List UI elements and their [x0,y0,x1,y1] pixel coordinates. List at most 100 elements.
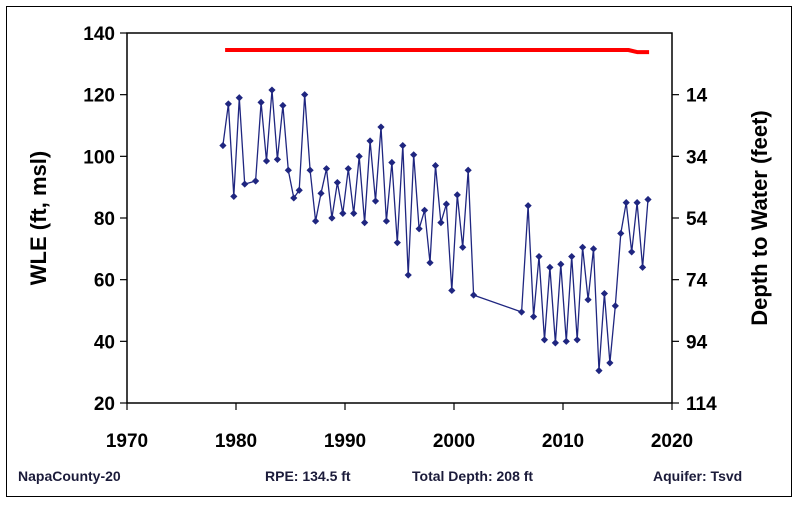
water-level-point [219,141,227,150]
rpe-label: RPE: 134.5 ft [265,468,351,484]
water-level-point [252,177,260,185]
water-level-point [355,152,363,160]
water-level-point [279,101,287,110]
water-level-point [431,161,440,170]
water-level-point [644,195,652,204]
water-level-point [622,198,630,207]
plot-area [126,32,673,404]
y2-tick-label: 114 [686,394,717,415]
water-level-point [382,217,391,225]
water-level-point [257,98,265,106]
water-level-point [600,289,609,298]
water-level-point [426,259,434,267]
water-level-point [633,198,641,207]
y-tick-label: 100 [83,147,115,168]
water-level-point [459,243,467,251]
water-level-point [224,100,232,108]
water-level-point [388,158,396,167]
water-level-point [638,263,647,271]
water-level-point [568,252,576,261]
y-tick-label: 20 [94,394,115,415]
water-level-point [284,166,292,174]
water-level-point [562,337,570,345]
water-level-point [584,296,592,304]
y2-tick-label: 34 [686,147,708,168]
y-tick-label: 60 [94,271,115,292]
water-level-point [540,336,549,344]
water-level-point [377,123,385,131]
water-level-point [322,165,331,173]
water-level-point [611,302,619,310]
water-level-point [404,271,412,279]
water-level-point [333,178,341,187]
water-level-point [589,245,598,253]
water-level-point [399,141,407,150]
label-layer: 1970 1980 1990 2000 2010 20202040608010012014… [83,24,717,452]
y-tick-label: 140 [83,24,115,45]
water-level-point [361,219,369,227]
y2-tick-label: 54 [686,209,708,230]
x-tick-label: 2000 [433,431,475,452]
water-level-point [524,202,532,210]
water-level-point [230,192,238,201]
x-tick-label: 1990 [324,431,366,452]
water-level-point [453,191,461,199]
series-layer [219,48,652,375]
water-level-point [295,186,303,194]
water-level-point [442,200,450,208]
water-level-point [420,206,429,214]
water-level-point [595,367,603,375]
water-level-point [290,194,298,202]
water-level-point [551,339,559,347]
water-level-point [268,86,276,94]
water-level-line [222,89,649,372]
water-level-point [262,157,271,165]
water-level-point [306,166,314,174]
water-level-point [617,229,625,238]
x-tick-label: 1970 [106,431,148,452]
water-level-point [350,209,358,217]
y-axis-label: WLE (ft, msl) [26,151,51,285]
y-tick-label: 40 [94,332,115,353]
water-level-point [366,137,374,145]
water-level-point [241,180,249,188]
water-level-point [448,286,456,295]
water-level-point [273,155,282,164]
water-level-point [437,219,445,227]
water-level-point [344,165,352,173]
water-level-point [546,263,554,271]
water-level-point [371,197,380,205]
y-tick-label: 120 [83,86,115,107]
chart-frame [6,6,792,497]
y2-axis-label: Depth to Water (feet) [747,110,772,326]
water-level-point [535,252,543,261]
water-level-point [393,239,401,247]
water-level-point [317,189,325,197]
water-level-point [606,359,614,367]
x-tick-label: 2010 [542,431,584,452]
water-level-point [517,308,526,316]
total-depth-label: Total Depth: 208 ft [412,468,534,484]
water-level-point [557,260,565,268]
water-level-point [573,336,581,344]
water-level-point [470,291,478,299]
water-level-point [415,225,423,233]
y2-tick-label: 74 [686,271,708,292]
x-tick-label: 2020 [651,431,693,452]
y2-tick-label: 14 [686,86,708,107]
y-tick-label: 80 [94,209,115,230]
water-level-point [529,313,538,321]
water-level-point [410,151,418,159]
water-level-point [628,248,636,256]
well-id-label: NapaCounty-20 [18,468,121,484]
water-level-point [464,166,472,174]
water-level-point [339,209,347,217]
water-level-point [579,243,587,251]
reference-point-elevation-line [225,48,650,55]
x-tick-label: 1980 [215,431,257,452]
water-level-point [328,214,336,222]
water-level-point [311,217,320,225]
water-level-point [301,91,309,99]
aquifer-label: Aquifer: Tsvd [653,468,743,484]
